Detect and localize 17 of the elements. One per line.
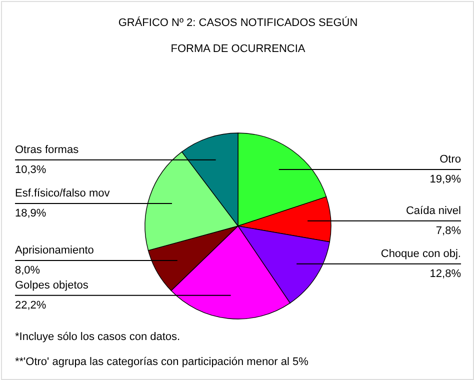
data-label: 12,8% — [430, 268, 462, 280]
slice-label: Esf.físico/falso mov — [15, 187, 110, 200]
slice-label: Caída nivel — [406, 204, 461, 217]
text: **'Otro' agrupa las categorías con participación menor al 5% — [15, 356, 309, 368]
text: *Incluye sólo los casos con datos. — [15, 331, 180, 343]
data-label: 18,9% — [15, 207, 46, 220]
slice-label: Choque con obj. — [380, 248, 461, 260]
slice-label: Aprisionamiento — [15, 244, 94, 256]
slice-label: Otro — [440, 153, 461, 166]
data-label: 19,9% — [430, 173, 462, 186]
slice-label: Otras formas — [15, 144, 80, 156]
chart-title: GRÁFICO Nº 2: CASOS NOTIFICADOS SEGÚN FORMA DE OCURRENCIA — [118, 17, 358, 55]
slice-label: Golpes objetos — [15, 279, 89, 292]
data-label: 22,2% — [15, 299, 46, 312]
data-label: 8,0% — [15, 264, 40, 276]
data-label: 7,8% — [436, 224, 462, 237]
data-label: 10,3% — [15, 164, 46, 176]
